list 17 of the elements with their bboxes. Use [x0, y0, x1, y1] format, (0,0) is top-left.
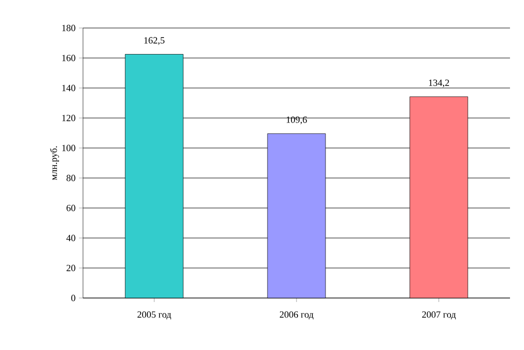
x-tick-label: 2006 год — [280, 311, 314, 320]
y-tick-label: 40 — [66, 234, 76, 242]
y-tick-label: 180 — [62, 24, 76, 32]
y-tick-label: 120 — [62, 114, 76, 122]
y-tick-label: 100 — [62, 144, 76, 152]
y-tick-label: 160 — [62, 54, 76, 62]
y-tick-label: 20 — [66, 264, 76, 272]
x-tick-label: 2005 год — [137, 311, 172, 320]
x-tick-label: 2007 год — [422, 311, 456, 320]
y-tick-label: 80 — [66, 174, 76, 182]
y-tick-label: 0 — [71, 294, 76, 302]
y-axis-title: млн.руб. — [50, 146, 59, 180]
data-label: 134,2 — [429, 80, 449, 88]
y-tick-label: 140 — [62, 84, 76, 92]
y-tick-label: 60 — [66, 204, 76, 212]
data-label: 109,6 — [286, 116, 307, 124]
data-label: 162,5 — [144, 37, 164, 45]
